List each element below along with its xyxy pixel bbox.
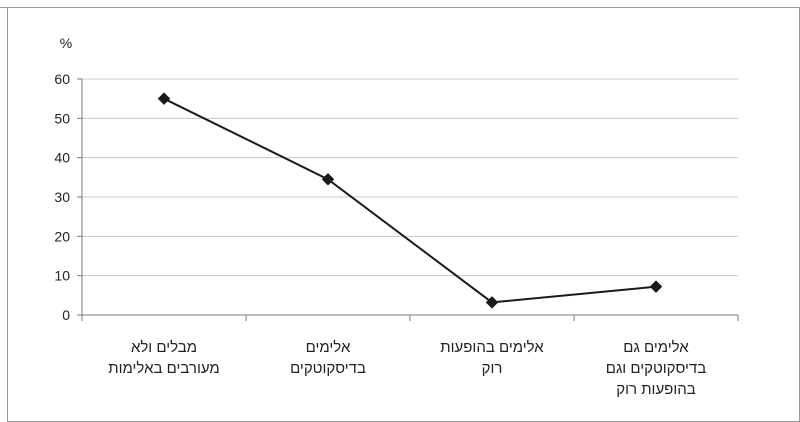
category-label-line: אלימים (306, 339, 351, 356)
category-label-2: אלימים בהופעות רוק (440, 339, 544, 377)
y-tick-label: 60 (54, 71, 70, 87)
category-labels: מבלים ולא מעורבים באלימות אלימים בדיסקוטקים… (108, 339, 706, 398)
category-label-line: רוק (482, 360, 503, 377)
frame-left-border (7, 7, 8, 422)
category-label-3: אלימים גם בדיסקוטקים וגם בהופעות רוק (606, 339, 706, 398)
x-tick-marks (81, 315, 739, 321)
gridlines (82, 78, 738, 277)
y-tick-label: 50 (54, 110, 70, 126)
category-label-line: מעורבים באלימות (108, 360, 219, 377)
y-tick-label: 30 (54, 189, 70, 205)
category-label-line: מבלים ולא (131, 339, 197, 356)
y-tick-label: 40 (54, 150, 70, 166)
y-unit-label: % (60, 35, 72, 51)
category-label-1: אלימים בדיסקוטקים (290, 339, 366, 377)
category-label-line: בהופעות רוק (616, 381, 695, 398)
series-line (163, 97, 657, 304)
data-series (157, 92, 663, 309)
y-tick-label: 20 (54, 228, 70, 244)
category-label-line: אלימים בהופעות (440, 339, 544, 356)
data-point-marker (321, 172, 335, 186)
data-point-marker (157, 92, 171, 106)
data-point-marker (649, 280, 663, 294)
y-tick-label: 10 (54, 268, 70, 284)
y-tick-label: 0 (62, 307, 70, 323)
frame-top-border (0, 7, 800, 8)
category-label-line: אלימים גם (623, 339, 689, 356)
category-label-0: מבלים ולא מעורבים באלימות (108, 339, 219, 377)
data-point-marker (485, 296, 499, 309)
category-label-line: בדיסקוטקים (290, 360, 366, 377)
category-label-line: בדיסקוטקים וגם (606, 360, 706, 377)
y-tick-labels: 0 10 20 30 40 50 60 (54, 71, 70, 323)
